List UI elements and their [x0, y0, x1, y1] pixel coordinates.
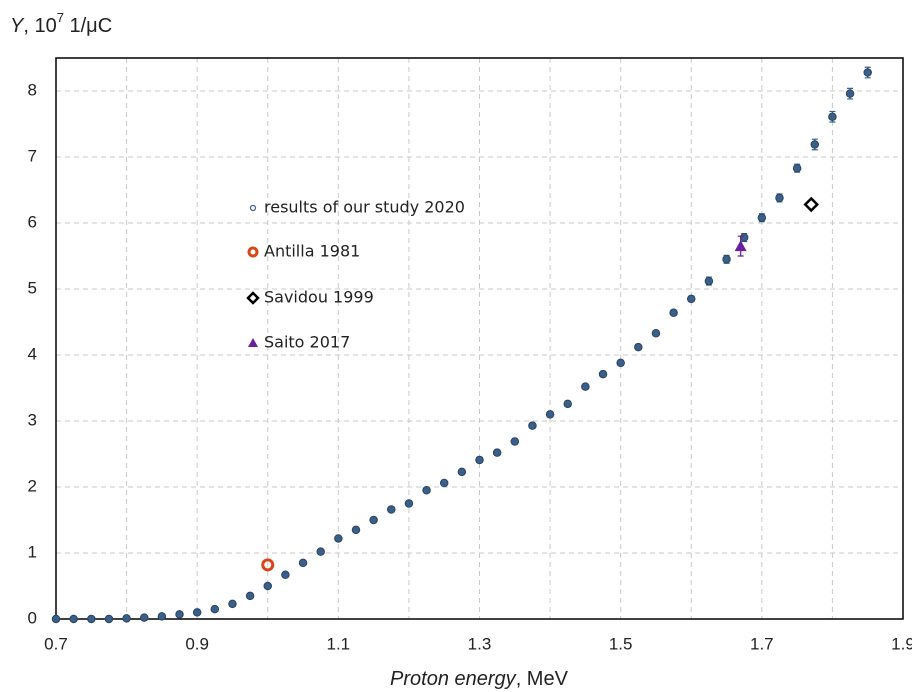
data-point: [475, 455, 484, 465]
x-axis-label: Proton energy, MeV: [390, 668, 569, 690]
data-point: [387, 505, 396, 514]
x-tick-label: 0.7: [44, 634, 68, 653]
y-tick-label: 4: [28, 344, 37, 363]
data-point: [492, 448, 502, 457]
data-point: [281, 570, 290, 580]
y-tick-label: 0: [28, 608, 37, 627]
data-point: [792, 163, 802, 173]
data-point: [261, 558, 275, 572]
data-point: [369, 515, 378, 525]
data-point: [669, 308, 678, 318]
data-point: [104, 614, 114, 624]
data-point: [803, 196, 820, 213]
data-point: [845, 89, 855, 98]
data-point: [439, 478, 449, 488]
legend-marker: [246, 291, 260, 305]
legend-marker: [249, 204, 257, 212]
y-tick-label: 1: [28, 542, 37, 561]
x-tick-label: 0.9: [185, 634, 209, 653]
data-point: [334, 534, 343, 543]
data-point: [616, 358, 625, 368]
data-point: [687, 294, 696, 304]
y-tick-label: 7: [28, 146, 37, 165]
data-point: [810, 140, 820, 149]
y-tick-label: 2: [28, 476, 37, 495]
data-point: [757, 213, 767, 222]
data-point: [828, 112, 837, 121]
plot-frame: [55, 57, 904, 620]
data-point: [192, 608, 202, 617]
legend-label: Antilla 1981: [264, 242, 360, 261]
data-point: [51, 614, 61, 624]
data-point: [651, 328, 661, 338]
legend-label: results of our study 2020: [264, 198, 465, 217]
data-point: [298, 558, 308, 568]
legend-marker: [247, 246, 259, 258]
legend-marker: [248, 338, 258, 347]
legend-label: Saito 2017: [264, 333, 350, 352]
y-tick-label: 3: [28, 410, 37, 429]
data-point: [175, 610, 184, 619]
data-point: [87, 614, 96, 624]
x-tick-label: 1.1: [327, 634, 351, 653]
data-point: [316, 547, 325, 556]
data-point: [228, 599, 237, 609]
data-point: [510, 437, 520, 446]
data-point: [457, 467, 467, 477]
data-point: [404, 499, 414, 508]
data-point: [528, 421, 537, 430]
y-tick-label: 6: [28, 212, 37, 231]
data-point: [139, 613, 149, 622]
data-point: [739, 233, 749, 242]
x-tick-label: 1.5: [609, 634, 633, 653]
data-point: [422, 486, 431, 495]
data-point: [245, 591, 255, 601]
y-tick-label: 5: [28, 278, 37, 297]
legend-label: Savidou 1999: [264, 288, 374, 307]
data-point: [351, 525, 361, 535]
data-point: [634, 342, 643, 352]
x-tick-label: 1.9: [891, 634, 912, 653]
x-tick-label: 1.7: [750, 634, 774, 653]
data-point: [775, 193, 784, 203]
data-point: [263, 581, 272, 591]
data-point: [722, 255, 731, 264]
data-point: [863, 68, 872, 77]
data-point: [563, 399, 572, 409]
data-point: [69, 614, 78, 624]
data-point: [210, 604, 220, 614]
data-point: [581, 382, 590, 391]
data-point: [157, 612, 167, 621]
data-point: [122, 614, 131, 623]
data-point: [734, 240, 747, 252]
data-point: [704, 276, 714, 286]
x-tick-label: 1.3: [468, 634, 492, 653]
y-axis-label: Y, 107 1/μC: [10, 10, 112, 37]
y-tick-label: 8: [28, 80, 37, 99]
data-point: [598, 369, 608, 379]
data-point: [545, 410, 555, 419]
